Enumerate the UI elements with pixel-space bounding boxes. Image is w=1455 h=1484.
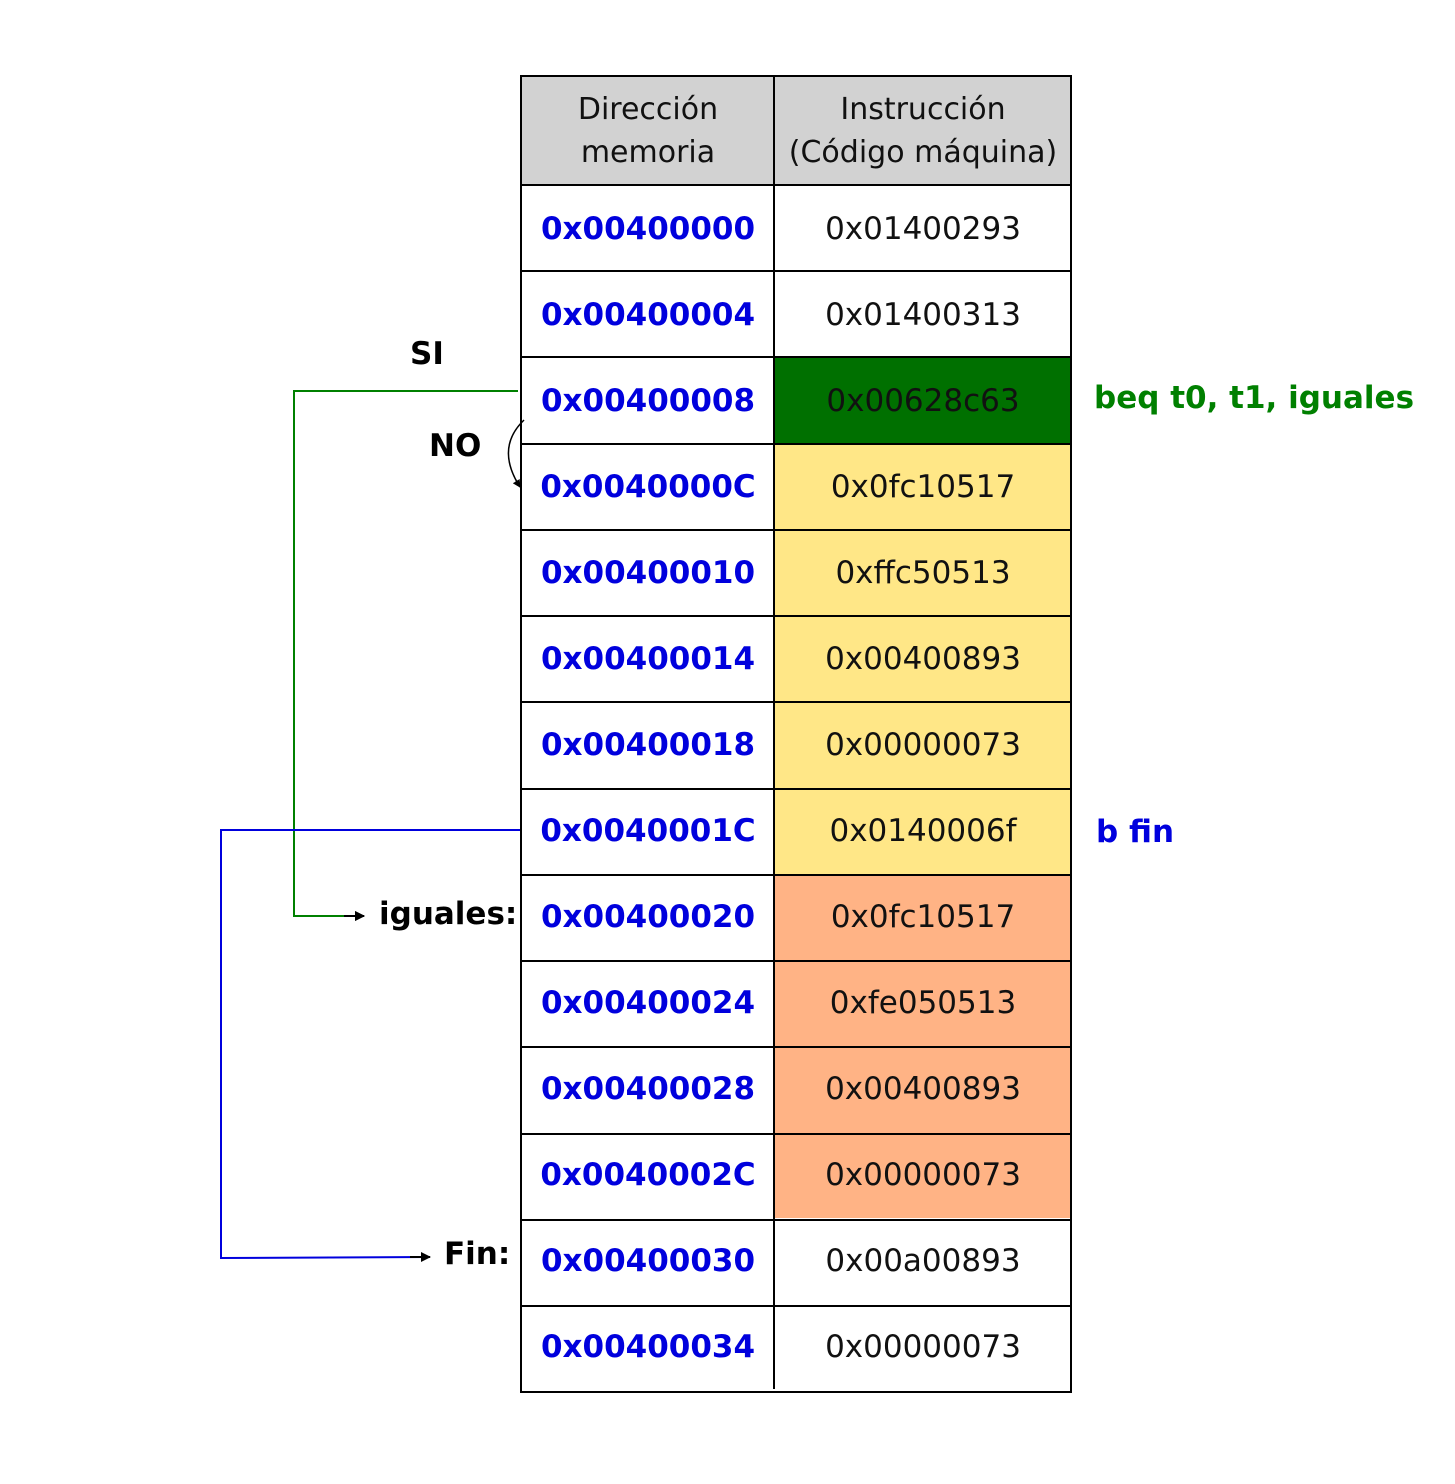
table-row: 0x0040000C 0x0fc10517 — [522, 444, 1071, 530]
instruction-cell: 0x0fc10517 — [775, 444, 1071, 530]
instruction-cell: 0x01400293 — [775, 186, 1071, 272]
table-row: 0x0040001C 0x0140006f — [522, 788, 1071, 874]
table-row: 0x00400014 0x00400893 — [522, 616, 1071, 702]
table-border-right — [1070, 75, 1072, 1393]
table-row: 0x00400030 0x00a00893 — [522, 1218, 1071, 1304]
row-divider — [521, 701, 1072, 703]
instruction-cell: 0x00000073 — [775, 702, 1071, 788]
address-cell: 0x00400034 — [540, 1329, 756, 1365]
row-divider — [521, 1133, 1072, 1135]
address-cell: 0x00400030 — [540, 1243, 756, 1279]
table-row: 0x00400008 0x00628c63 — [522, 358, 1071, 444]
table-row: 0x00400004 0x01400313 — [522, 272, 1071, 358]
instruction-cell: 0x00a00893 — [775, 1218, 1071, 1304]
fallthrough-arrow — [507, 419, 525, 488]
branch-taken-arrow — [293, 390, 518, 921]
address-cell: 0x0040000C — [540, 469, 756, 505]
address-cell: 0x00400024 — [540, 985, 756, 1021]
instruction-cell: 0xffc50513 — [775, 530, 1071, 616]
header-instruction: Instrucción (Código máquina) — [775, 77, 1071, 185]
label-beq-instruction: beq t0, t1, iguales — [1094, 380, 1415, 416]
instruction-cell: 0x0fc10517 — [775, 874, 1071, 960]
row-divider — [521, 356, 1072, 358]
table-column-divider — [773, 75, 775, 1389]
instruction-cell: 0x00000073 — [775, 1132, 1071, 1218]
header-address-line2: memoria — [580, 135, 716, 170]
table-row: 0x00400024 0xfe050513 — [522, 960, 1071, 1046]
table-border-bottom — [521, 1391, 1072, 1393]
label-no: NO — [429, 428, 482, 464]
label-b-fin-instruction: b fin — [1096, 814, 1175, 850]
header-address-line1: Dirección — [577, 92, 719, 127]
row-divider — [521, 184, 1072, 186]
table-border-top — [521, 75, 1072, 77]
row-divider — [521, 529, 1072, 531]
header-instruction-line1: Instrucción — [840, 92, 1006, 127]
row-divider — [521, 1219, 1072, 1221]
row-divider — [521, 270, 1072, 272]
label-fin: Fin: — [444, 1236, 511, 1272]
row-divider — [521, 874, 1072, 876]
table-border-left — [520, 75, 522, 1393]
address-cell: 0x00400014 — [540, 641, 756, 677]
instruction-cell: 0x00400893 — [775, 616, 1071, 702]
instruction-cell: 0x00000073 — [775, 1304, 1071, 1390]
address-cell: 0x0040002C — [540, 1157, 756, 1193]
row-divider — [521, 788, 1072, 790]
instruction-cell: 0xfe050513 — [775, 960, 1071, 1046]
address-cell: 0x00400018 — [540, 727, 756, 763]
address-cell: 0x00400020 — [540, 899, 756, 935]
row-divider — [521, 960, 1072, 962]
address-cell: 0x00400028 — [540, 1071, 756, 1107]
instruction-cell: 0x00400893 — [775, 1046, 1071, 1132]
address-cell: 0x00400004 — [540, 297, 756, 333]
instruction-cell: 0x0140006f — [775, 788, 1071, 874]
address-cell: 0x00400010 — [540, 555, 756, 591]
table-row: 0x0040002C 0x00000073 — [522, 1132, 1071, 1218]
table-row: 0x00400028 0x00400893 — [522, 1046, 1071, 1132]
address-cell: 0x00400000 — [540, 211, 756, 247]
address-cell: 0x00400008 — [540, 383, 756, 419]
table-row: 0x00400010 0xffc50513 — [522, 530, 1071, 616]
header-address: Dirección memoria — [522, 77, 774, 185]
header-instruction-line2: (Código máquina) — [788, 135, 1058, 170]
instruction-cell: 0x01400313 — [775, 272, 1071, 358]
row-divider — [521, 615, 1072, 617]
table-row: 0x00400034 0x00000073 — [522, 1304, 1071, 1390]
table-row: 0x00400018 0x00000073 — [522, 702, 1071, 788]
instruction-cell: 0x00628c63 — [775, 358, 1071, 444]
row-divider — [521, 443, 1072, 445]
row-divider — [521, 1305, 1072, 1307]
jump-arrow — [220, 829, 520, 1260]
label-si: SI — [410, 336, 444, 372]
table-row: 0x00400020 0x0fc10517 — [522, 874, 1071, 960]
label-iguales: iguales: — [379, 896, 518, 932]
row-divider — [521, 1046, 1072, 1048]
table-row: 0x00400000 0x01400293 — [522, 186, 1071, 272]
address-cell: 0x0040001C — [540, 813, 756, 849]
